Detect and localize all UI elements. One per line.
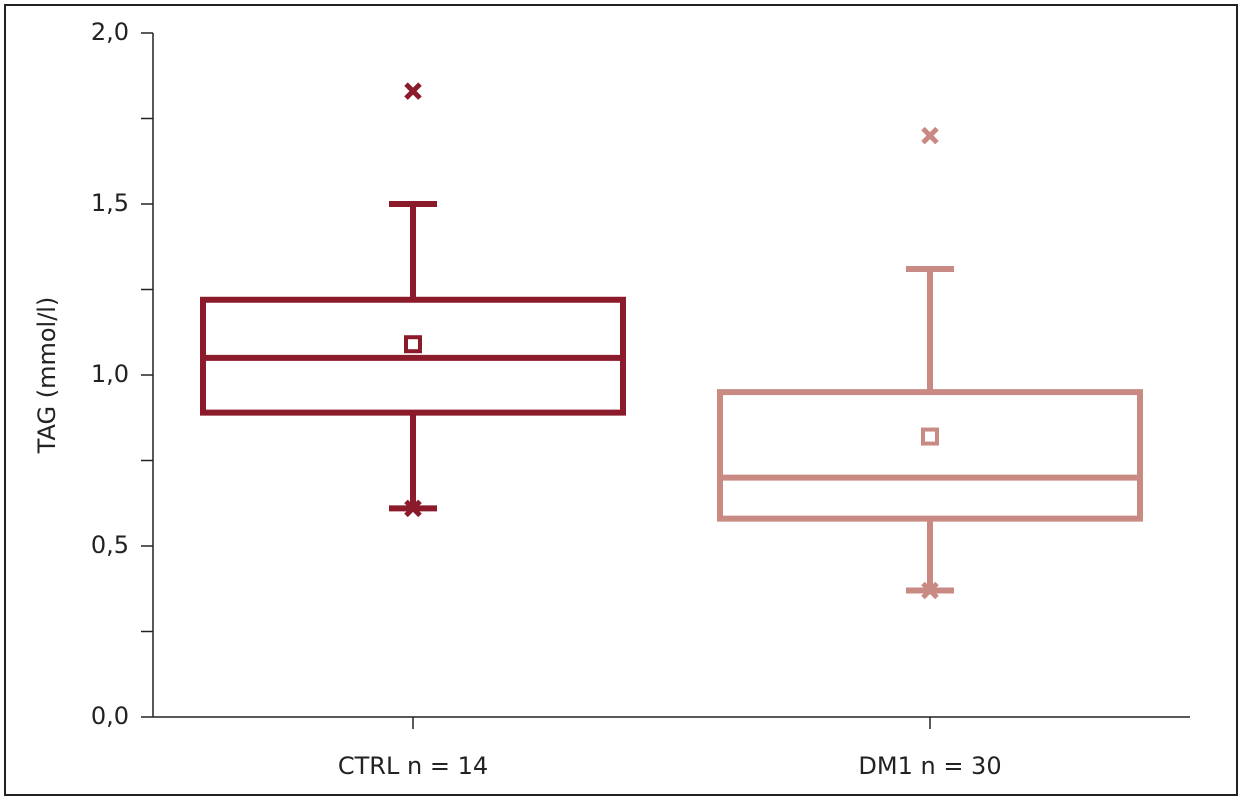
mean-marker: [921, 427, 939, 446]
outlier: [921, 126, 939, 145]
mean-marker: [404, 335, 422, 354]
y-tick-label: 2,0: [91, 18, 129, 46]
frame: [4, 4, 1238, 796]
y-tick-label: 1,5: [91, 189, 129, 217]
y-tick-label: 0,5: [91, 531, 129, 559]
x-tick-label: CTRL n = 14: [338, 752, 488, 780]
outlier: [404, 82, 422, 100]
y-tick-label: 0,0: [91, 702, 129, 730]
x-tick-label: DM1 n = 30: [858, 752, 1001, 780]
outlier: [404, 499, 422, 518]
outlier: [921, 581, 939, 600]
y-axis-label: TAG (mmol/l): [33, 297, 61, 455]
y-tick-label: 1,0: [91, 360, 129, 388]
box: [717, 389, 1143, 522]
